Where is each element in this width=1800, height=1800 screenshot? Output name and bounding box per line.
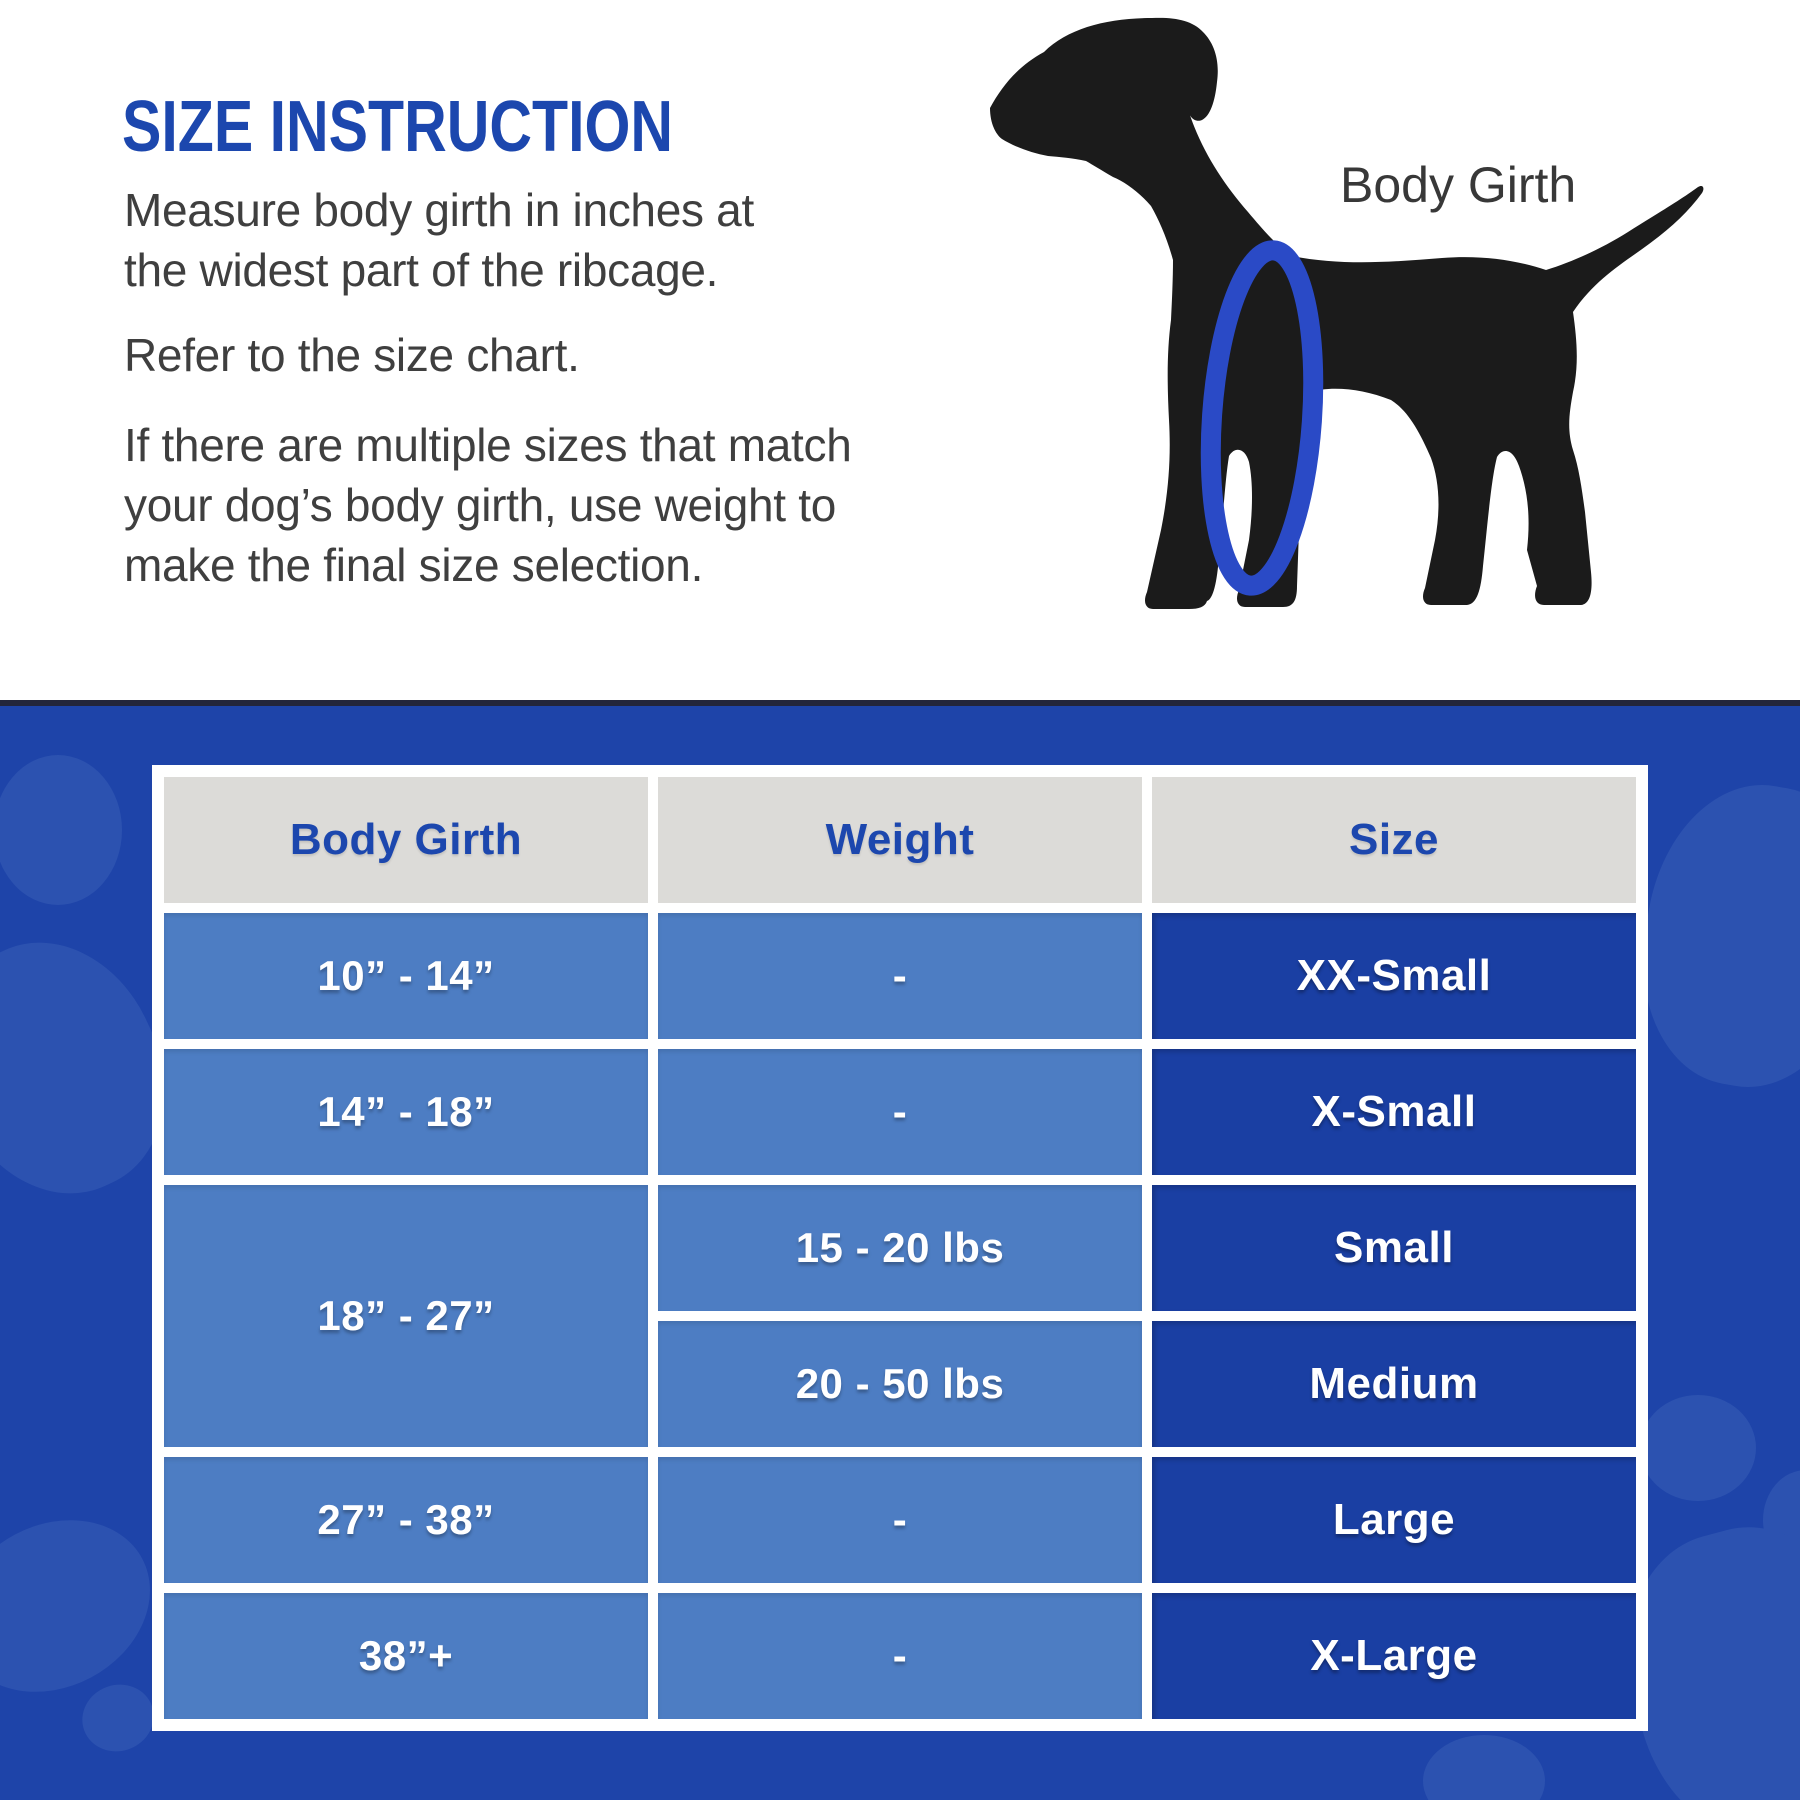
paw-print-decoration — [72, 1674, 164, 1762]
weight-cell: 15 - 20 lbs — [658, 1185, 1142, 1311]
girth-cell: 38”+ — [164, 1593, 648, 1719]
dog-silhouette-icon — [990, 17, 1704, 609]
dog-measurement-figure — [960, 10, 1720, 610]
girth-cell-merged: 18” - 27” — [164, 1185, 648, 1447]
girth-ring-icon — [1200, 240, 1324, 596]
girth-cell: 10” - 14” — [164, 913, 648, 1039]
column-header-size: Size — [1152, 777, 1636, 903]
instruction-section: SIZE INSTRUCTION Measure body girth in i… — [0, 0, 1800, 700]
instruction-text-refer: Refer to the size chart. — [124, 329, 580, 381]
paw-print-decoration — [1423, 1735, 1545, 1800]
weight-cell: - — [658, 913, 1142, 1039]
size-chart-section: Body Girth Weight Size 10” - 14” - XX-Sm… — [0, 700, 1800, 1800]
girth-cell: 14” - 18” — [164, 1049, 648, 1175]
size-cell: Medium — [1152, 1321, 1636, 1447]
size-cell: Small — [1152, 1185, 1636, 1311]
instruction-text-multiple-sizes: If there are multiple sizes that match y… — [124, 419, 852, 591]
column-header-weight: Weight — [658, 777, 1142, 903]
weight-cell: - — [658, 1593, 1142, 1719]
girth-cell: 27” - 38” — [164, 1457, 648, 1583]
weight-cell: - — [658, 1457, 1142, 1583]
size-cell: XX-Small — [1152, 913, 1636, 1039]
size-cell: Large — [1152, 1457, 1636, 1583]
paw-print-decoration — [0, 755, 122, 905]
size-chart-table: Body Girth Weight Size 10” - 14” - XX-Sm… — [152, 765, 1648, 1731]
size-cell: X-Large — [1152, 1593, 1636, 1719]
size-cell: X-Small — [1152, 1049, 1636, 1175]
column-header-body-girth: Body Girth — [164, 777, 648, 903]
weight-cell: 20 - 50 lbs — [658, 1321, 1142, 1447]
paw-print-decoration — [1640, 1395, 1756, 1501]
body-girth-label: Body Girth — [1340, 157, 1577, 213]
weight-cell: - — [658, 1049, 1142, 1175]
instruction-text-measure: Measure body girth in inches at the wide… — [124, 184, 754, 296]
page-title: SIZE INSTRUCTION — [122, 87, 674, 167]
paw-print-decoration — [1621, 768, 1800, 1104]
